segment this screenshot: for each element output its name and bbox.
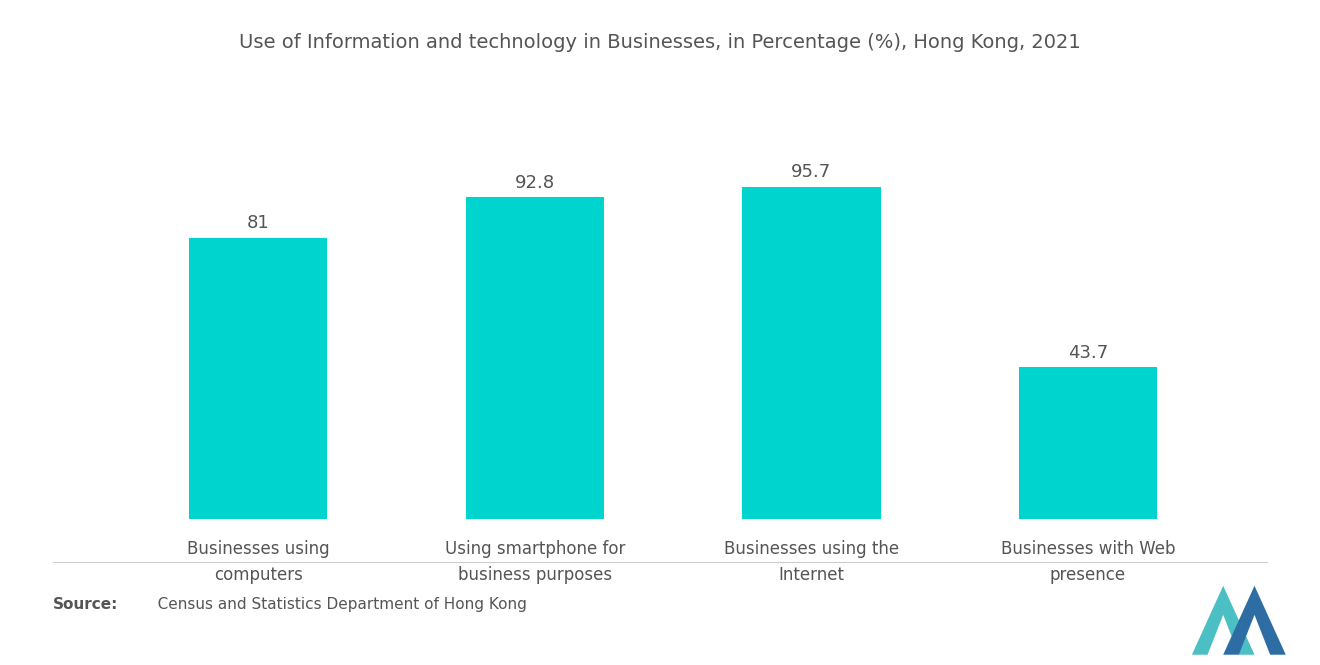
Text: Use of Information and technology in Businesses, in Percentage (%), Hong Kong, 2: Use of Information and technology in Bus… (239, 33, 1081, 53)
Bar (742, 187, 880, 519)
Text: 95.7: 95.7 (792, 164, 832, 182)
Text: 92.8: 92.8 (515, 174, 554, 192)
Text: Source:: Source: (53, 597, 119, 612)
Text: Census and Statistics Department of Hong Kong: Census and Statistics Department of Hong… (143, 597, 527, 612)
Polygon shape (1224, 586, 1286, 655)
Text: 81: 81 (247, 214, 269, 233)
Text: 43.7: 43.7 (1068, 344, 1109, 362)
Bar (189, 237, 327, 519)
Bar (466, 197, 605, 519)
Bar (1019, 367, 1158, 519)
Polygon shape (1192, 586, 1254, 655)
